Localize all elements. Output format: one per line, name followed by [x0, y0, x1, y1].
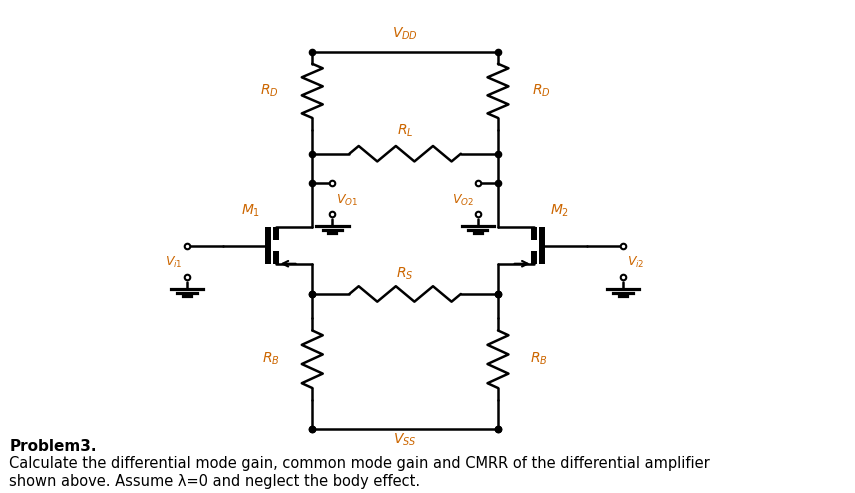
Text: Problem3.: Problem3. — [9, 439, 97, 454]
Text: $V_{DD}$: $V_{DD}$ — [392, 25, 418, 41]
Text: Calculate the differential mode gain, common mode gain and CMRR of the different: Calculate the differential mode gain, co… — [9, 456, 711, 471]
Text: $R_B$: $R_B$ — [530, 351, 548, 367]
Text: $R_D$: $R_D$ — [260, 83, 279, 99]
Text: $V_{i2}$: $V_{i2}$ — [628, 255, 645, 270]
Text: $R_D$: $R_D$ — [532, 83, 551, 99]
Text: $V_{i1}$: $V_{i1}$ — [165, 255, 183, 270]
Text: $V_{O2}$: $V_{O2}$ — [451, 192, 474, 208]
Text: $R_L$: $R_L$ — [397, 123, 413, 139]
Text: $R_S$: $R_S$ — [397, 265, 414, 282]
Text: $V_{O1}$: $V_{O1}$ — [337, 192, 358, 208]
Text: $M_1$: $M_1$ — [240, 203, 260, 219]
Text: $V_{SS}$: $V_{SS}$ — [393, 432, 417, 448]
Text: $M_2$: $M_2$ — [551, 203, 569, 219]
Text: $R_B$: $R_B$ — [262, 351, 280, 367]
Text: shown above. Assume λ=0 and neglect the body effect.: shown above. Assume λ=0 and neglect the … — [9, 474, 421, 490]
